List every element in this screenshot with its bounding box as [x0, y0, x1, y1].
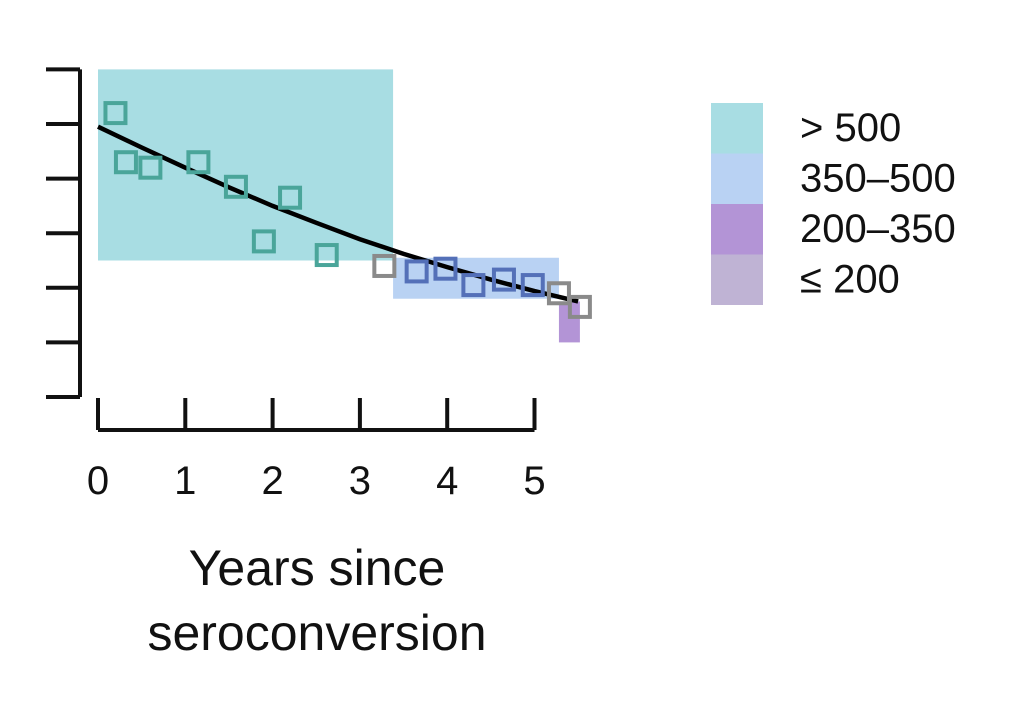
- legend-label-0: > 500: [800, 106, 901, 150]
- legend-label-1: 350–500: [800, 157, 956, 201]
- x-axis: 0 1 2 3 4 5: [87, 398, 546, 503]
- data-point-0: [103, 101, 128, 126]
- data-point-4: [223, 174, 248, 199]
- data-point-9: [404, 259, 429, 284]
- legend-swatch-0: [711, 103, 763, 154]
- category-bands: [98, 69, 580, 343]
- data-point-1: [113, 150, 138, 175]
- band-2: [558, 301, 580, 343]
- data-point-7: [314, 243, 339, 268]
- data-point-14: [546, 281, 571, 306]
- x-axis-title-line-1: Years since: [189, 540, 446, 596]
- data-points: [103, 101, 592, 319]
- band-0: [98, 69, 394, 261]
- x-tick-label-4: 4: [436, 459, 458, 503]
- x-tick-label-2: 2: [261, 459, 283, 503]
- data-point-5: [251, 229, 276, 254]
- y-axis: [46, 67, 82, 399]
- legend-label-2: 200–350: [800, 207, 956, 251]
- legend-swatch-2: [711, 204, 763, 255]
- data-point-10: [433, 256, 458, 281]
- legend-swatch-3: [711, 254, 763, 305]
- data-point-3: [186, 150, 211, 175]
- legend-swatch-1: [711, 153, 763, 204]
- x-axis-title-line-2: seroconversion: [147, 605, 486, 661]
- trend-curve: [97, 124, 579, 304]
- data-point-11: [461, 273, 486, 298]
- data-point-2: [138, 155, 163, 180]
- legend: > 500 350–500 200–350 ≤ 200: [711, 103, 956, 305]
- legend-label-3: ≤ 200: [800, 258, 900, 302]
- data-point-13: [520, 273, 545, 298]
- data-point-15: [567, 294, 592, 319]
- trend-curve-path: [97, 124, 579, 304]
- x-tick-label-1: 1: [174, 459, 196, 503]
- data-point-12: [491, 267, 516, 292]
- x-tick-label-0: 0: [87, 459, 109, 503]
- data-point-8: [372, 253, 397, 278]
- data-point-6: [278, 185, 303, 210]
- x-tick-label-5: 5: [523, 459, 545, 503]
- x-tick-label-3: 3: [349, 459, 371, 503]
